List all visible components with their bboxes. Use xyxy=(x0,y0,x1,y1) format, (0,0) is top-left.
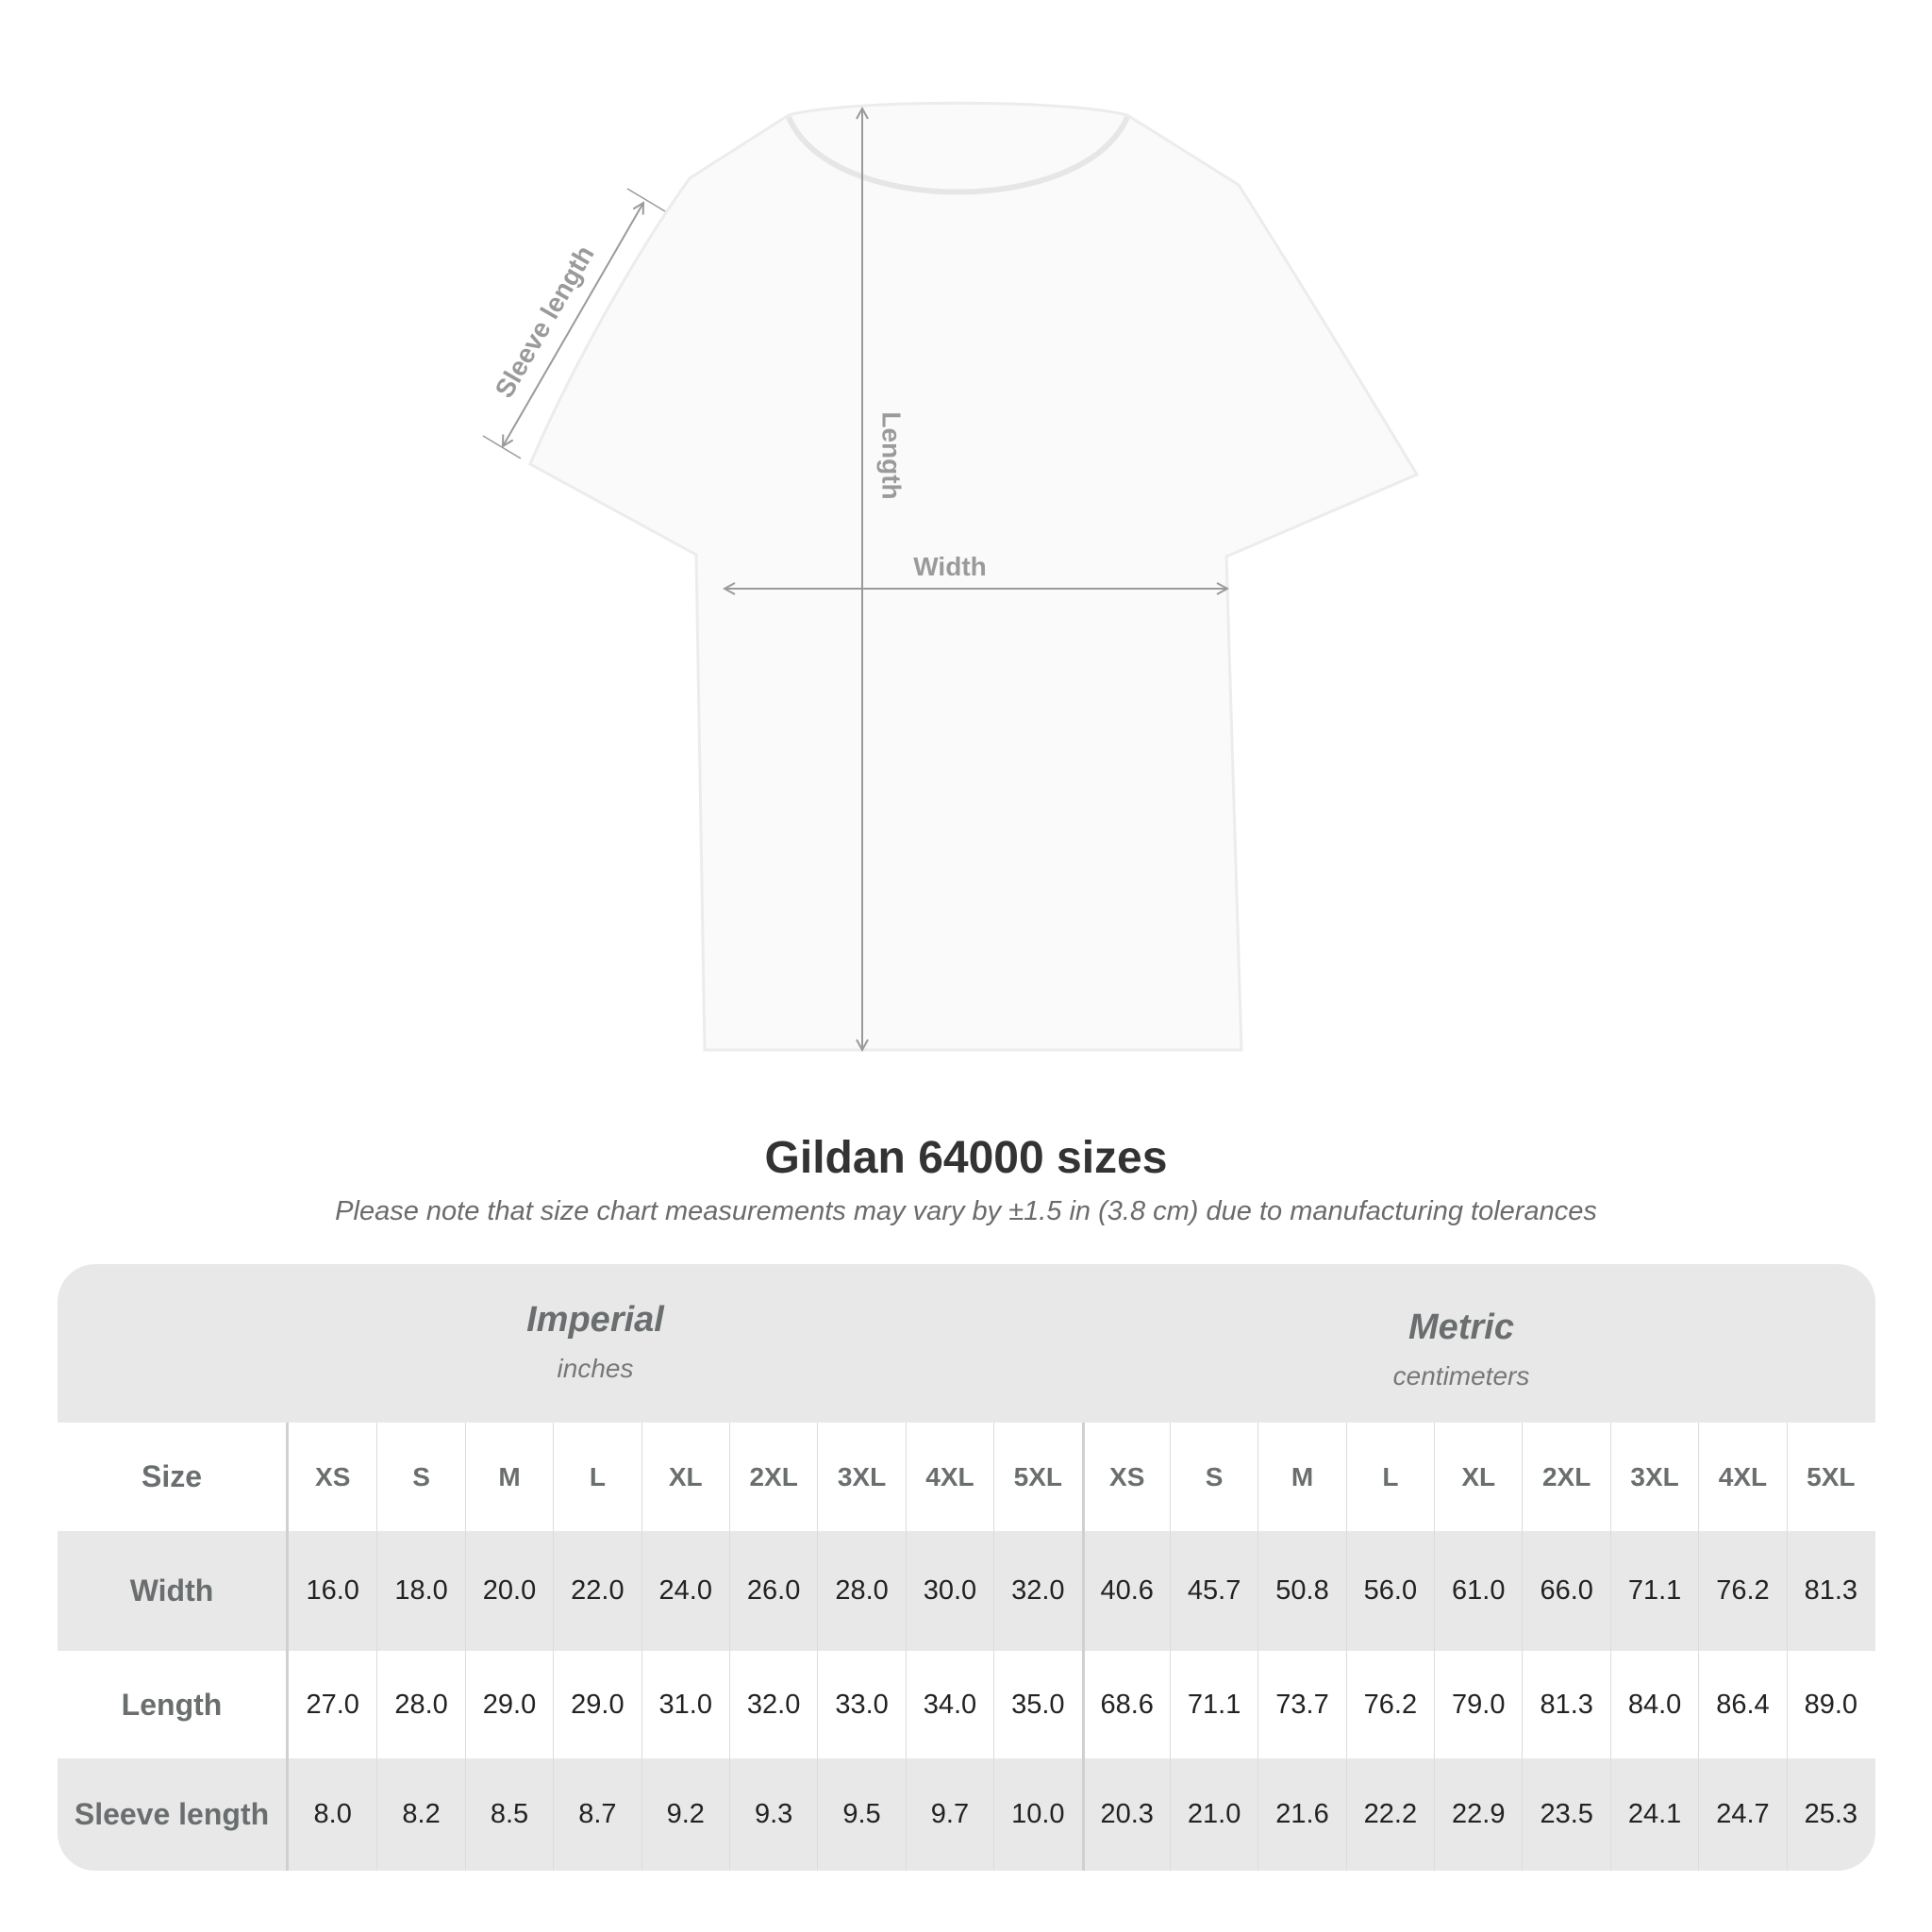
table-cell: 32.0 xyxy=(728,1651,817,1758)
imperial-title: Imperial xyxy=(526,1300,664,1340)
table-cell: 23.5 xyxy=(1522,1758,1609,1871)
table-cell: 29.0 xyxy=(553,1651,641,1758)
table-cell: 28.0 xyxy=(376,1651,464,1758)
table-cell: 21.6 xyxy=(1257,1758,1345,1871)
table-cell: 45.7 xyxy=(1169,1531,1257,1651)
table-cell: 24.7 xyxy=(1698,1758,1786,1871)
table-cell: 26.0 xyxy=(728,1531,817,1651)
table-cell: 9.5 xyxy=(817,1758,905,1871)
size-header-cell: 3XL xyxy=(817,1423,905,1531)
table-cell: 31.0 xyxy=(641,1651,729,1758)
table-cell: 79.0 xyxy=(1434,1651,1522,1758)
table-cell: 73.7 xyxy=(1257,1651,1345,1758)
sleeve-tick-bottom xyxy=(482,435,522,459)
size-header-cell: M xyxy=(464,1423,553,1531)
size-header-cell: 4XL xyxy=(1698,1423,1786,1531)
sleeve-arrow xyxy=(503,203,643,446)
table-cell: 9.2 xyxy=(641,1758,729,1871)
size-header-cell: 5XL xyxy=(993,1423,1081,1531)
size-header-cell: L xyxy=(1345,1423,1434,1531)
size-header-cell: M xyxy=(1257,1423,1345,1531)
table-cell: 32.0 xyxy=(993,1531,1081,1651)
table-cell: 71.1 xyxy=(1609,1531,1698,1651)
size-header-cell: 2XL xyxy=(728,1423,817,1531)
size-header-cell: 4XL xyxy=(905,1423,993,1531)
table-cell: 21.0 xyxy=(1169,1758,1257,1871)
tshirt-diagram: Sleeve length Length Width xyxy=(482,101,1420,1094)
table-cell: 89.0 xyxy=(1786,1651,1874,1758)
table-cell: 22.0 xyxy=(553,1531,641,1651)
table-cell: 34.0 xyxy=(905,1651,993,1758)
size-header-row: Size XS S M L XL 2XL 3XL 4XL 5XL XS S M L XL 2XL 3XL 4XL 5… xyxy=(58,1423,1875,1531)
table-cell: 76.2 xyxy=(1345,1651,1434,1758)
table-cell: 81.3 xyxy=(1522,1651,1609,1758)
table-cell: 27.0 xyxy=(306,1689,359,1720)
table-cell: 84.0 xyxy=(1609,1651,1698,1758)
table-cell: 9.3 xyxy=(728,1758,817,1871)
table-cell: 25.3 xyxy=(1786,1758,1874,1871)
size-header-cell: 5XL xyxy=(1786,1423,1874,1531)
table-cell: 61.0 xyxy=(1434,1531,1522,1651)
table-row: Width 16.0 18.0 20.0 22.0 24.0 26.0 28.0 30.0 32.… xyxy=(58,1531,1875,1651)
table-cell: 56.0 xyxy=(1345,1531,1434,1651)
imperial-header: Imperial inches xyxy=(359,1300,831,1384)
row-label: Length xyxy=(58,1651,289,1758)
table-cell: 33.0 xyxy=(817,1651,905,1758)
table-cell: 68.6 xyxy=(1081,1651,1170,1758)
page-title: Gildan 64000 sizes xyxy=(764,1133,1168,1183)
table-cell: 28.0 xyxy=(817,1531,905,1651)
size-header-cell: XL xyxy=(641,1423,729,1531)
table-cell: 20.0 xyxy=(464,1531,553,1651)
table-cell: 81.3 xyxy=(1786,1531,1874,1651)
table-row: Sleeve length 8.0 8.2 8.5 8.7 9.2 9.3 9.5 9.7 10.… xyxy=(58,1758,1875,1871)
table-cell: 35.0 xyxy=(993,1651,1081,1758)
table-cell: 22.9 xyxy=(1434,1758,1522,1871)
table-cell: 50.8 xyxy=(1257,1531,1345,1651)
metric-title: Metric xyxy=(1408,1307,1514,1347)
table-cell: 20.3 xyxy=(1081,1758,1170,1871)
tolerance-note: Please note that size chart measurements… xyxy=(335,1196,1597,1226)
metric-unit: centimeters xyxy=(1392,1361,1530,1391)
table-cell: 8.5 xyxy=(464,1758,553,1871)
table-cell: 29.0 xyxy=(464,1651,553,1758)
row-label: Width xyxy=(58,1531,289,1651)
size-header-cell: XS xyxy=(315,1461,351,1491)
table-cell: 8.2 xyxy=(376,1758,464,1871)
metric-header: Metric centimeters xyxy=(1225,1307,1697,1391)
table-cell: 9.7 xyxy=(905,1758,993,1871)
table-cell: 16.0 xyxy=(306,1575,359,1606)
table-cell: 8.7 xyxy=(553,1758,641,1871)
table-row: Length 27.0 28.0 29.0 29.0 31.0 32.0 33.0 34.0 35… xyxy=(58,1651,1875,1758)
size-header-cell: XL xyxy=(1434,1423,1522,1531)
table-cell: 66.0 xyxy=(1522,1531,1609,1651)
table-cell: 24.1 xyxy=(1609,1758,1698,1871)
table-cell: 76.2 xyxy=(1698,1531,1786,1651)
table-cell: 18.0 xyxy=(376,1531,464,1651)
table-cell: 40.6 xyxy=(1081,1531,1170,1651)
width-label: Width xyxy=(913,552,987,581)
table-cell: 24.0 xyxy=(641,1531,729,1651)
table-cell: 30.0 xyxy=(905,1531,993,1651)
table-cell: 71.1 xyxy=(1169,1651,1257,1758)
row-label: Size xyxy=(58,1423,289,1531)
size-header-cell: XS xyxy=(1081,1423,1170,1531)
size-header-cell: S xyxy=(1169,1423,1257,1531)
size-header-cell: S xyxy=(376,1423,464,1531)
row-label: Sleeve length xyxy=(58,1758,289,1871)
size-header-cell: L xyxy=(553,1423,641,1531)
size-table: Imperial inches Metric centimeters Size X… xyxy=(58,1264,1875,1871)
table-cell: 10.0 xyxy=(993,1758,1081,1871)
table-cell: 8.0 xyxy=(313,1799,352,1829)
tshirt-collar xyxy=(786,115,1130,195)
length-label: Length xyxy=(877,411,907,499)
imperial-unit: inches xyxy=(557,1354,634,1383)
size-header-cell: 2XL xyxy=(1522,1423,1609,1531)
table-cell: 22.2 xyxy=(1345,1758,1434,1871)
size-header-cell: 3XL xyxy=(1609,1423,1698,1531)
table-cell: 86.4 xyxy=(1698,1651,1786,1758)
sleeve-tick-top xyxy=(626,188,666,212)
